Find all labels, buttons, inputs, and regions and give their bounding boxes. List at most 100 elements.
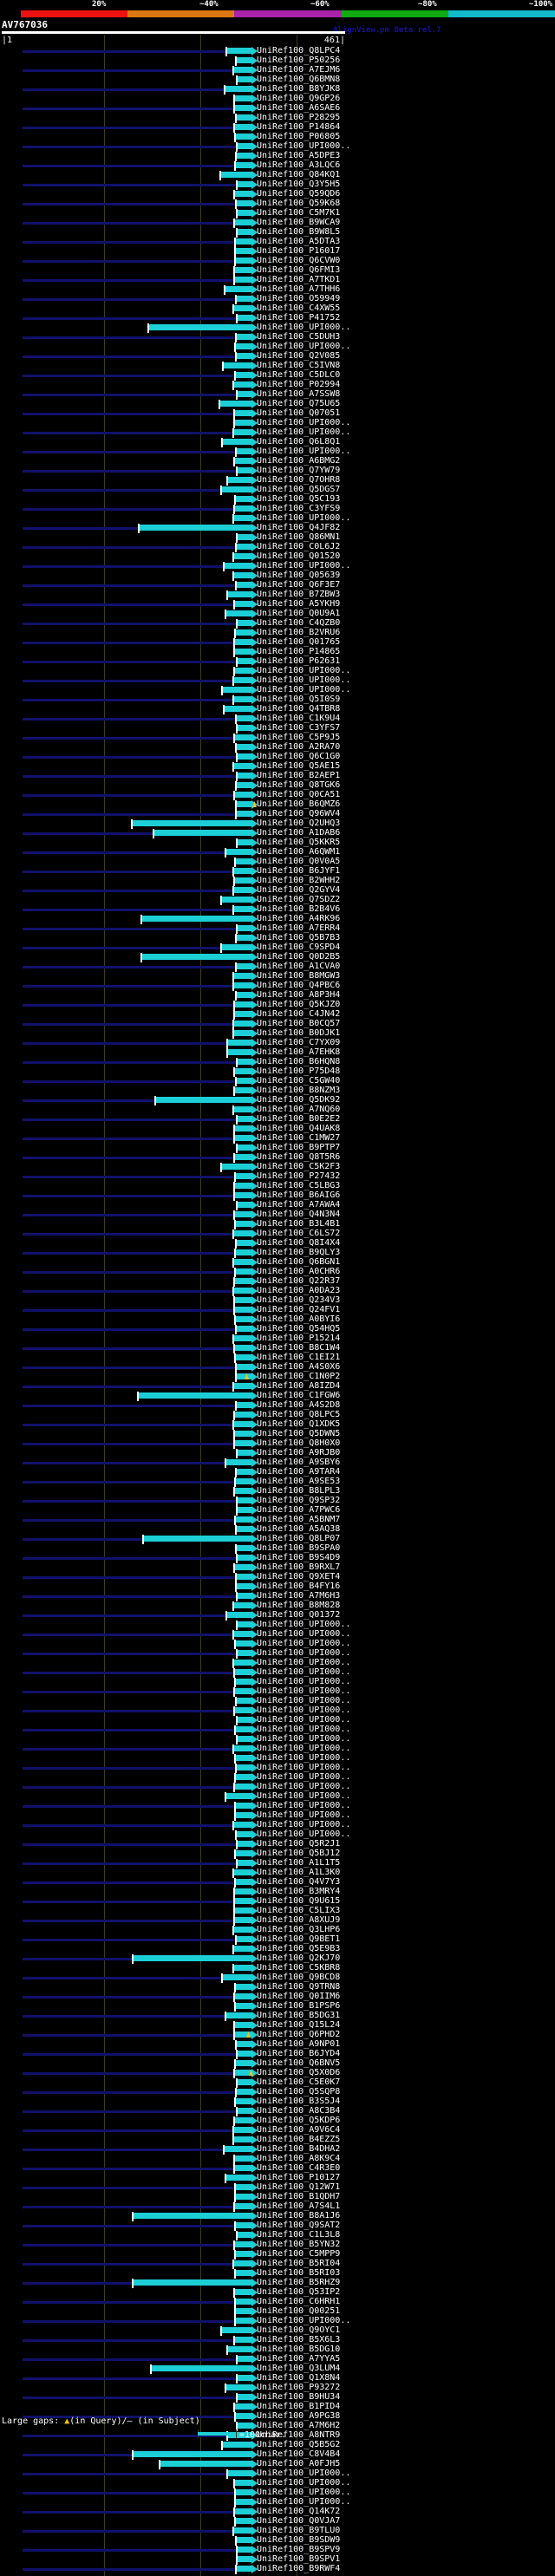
alignment-row[interactable]: UniRef100_P16017 xyxy=(0,246,555,257)
subject-label[interactable]: UniRef100_Q6F3E7 xyxy=(257,580,341,590)
alignment-row[interactable]: UniRef100_Q6CVW0 xyxy=(0,256,555,266)
alignment-bar[interactable] xyxy=(238,658,251,664)
alignment-row[interactable]: UniRef100_Q0CA51 xyxy=(0,790,555,800)
alignment-bar[interactable] xyxy=(223,687,251,693)
alignment-row[interactable]: UniRef100_A9SE53 xyxy=(0,1477,555,1487)
subject-label[interactable]: UniRef100_Q5DGS7 xyxy=(257,485,341,494)
alignment-row[interactable]: UniRef100_C5KBR8 xyxy=(0,1963,555,1973)
alignment-bar[interactable] xyxy=(236,1850,251,1856)
subject-label[interactable]: UniRef100_Q9XET4 xyxy=(257,1572,341,1581)
alignment-bar[interactable] xyxy=(237,782,251,788)
alignment-bar[interactable] xyxy=(235,410,251,416)
alignment-row[interactable]: UniRef100_C9SPD4 xyxy=(0,942,555,953)
subject-label[interactable]: UniRef100_B5YN32 xyxy=(257,2240,341,2249)
alignment-bar[interactable] xyxy=(238,2556,251,2562)
alignment-row[interactable]: UniRef100_A7SSW8 xyxy=(0,389,555,400)
alignment-bar[interactable] xyxy=(235,2022,251,2028)
alignment-row[interactable]: UniRef100_UPI000.. xyxy=(0,1820,555,1830)
subject-label[interactable]: UniRef100_Q4V7Y3 xyxy=(257,1877,341,1887)
alignment-bar[interactable] xyxy=(238,1555,251,1561)
alignment-bar[interactable] xyxy=(152,2365,251,2371)
alignment-bar[interactable] xyxy=(234,1631,251,1637)
alignment-bar[interactable] xyxy=(235,505,251,512)
subject-label[interactable]: UniRef100_B4DHA2 xyxy=(257,2144,341,2154)
subject-label[interactable]: UniRef100_A8NTR9 xyxy=(257,2430,341,2440)
subject-label[interactable]: UniRef100_A6BMG2 xyxy=(257,456,341,466)
alignment-bar[interactable] xyxy=(234,1602,251,1608)
subject-label[interactable]: UniRef100_Q96WV4 xyxy=(257,809,341,818)
alignment-bar[interactable] xyxy=(235,1412,251,1418)
alignment-row[interactable]: UniRef100_Q0U9A1 xyxy=(0,609,555,619)
alignment-bar[interactable] xyxy=(236,1354,251,1360)
alignment-bar[interactable] xyxy=(222,1164,251,1170)
subject-label[interactable]: UniRef100_Q6BMN8 xyxy=(257,75,341,84)
alignment-row[interactable]: UniRef100_Q8I4X4 xyxy=(0,1238,555,1249)
alignment-bar[interactable] xyxy=(222,2327,251,2333)
subject-label[interactable]: UniRef100_UPI000.. xyxy=(257,447,351,456)
alignment-row[interactable]: UniRef100_UPI000.. xyxy=(0,513,555,524)
alignment-bar[interactable] xyxy=(225,706,251,712)
alignment-row[interactable]: UniRef100_Q2V085 xyxy=(0,351,555,362)
subject-label[interactable]: UniRef100_A8P3H4 xyxy=(257,990,341,1000)
alignment-bar[interactable] xyxy=(234,429,251,435)
subject-label[interactable]: UniRef100_A6QWM1 xyxy=(257,847,341,857)
alignment-row[interactable]: UniRef100_B6QMZ6 xyxy=(0,799,555,810)
alignment-row[interactable]: UniRef100_C4QZB0 xyxy=(0,618,555,629)
alignment-row[interactable]: UniRef100_Q75U65 xyxy=(0,399,555,409)
subject-label[interactable]: UniRef100_UPI000.. xyxy=(257,675,351,685)
subject-label[interactable]: UniRef100_Q5KDP6 xyxy=(257,2116,341,2125)
alignment-bar[interactable] xyxy=(237,2537,251,2543)
alignment-row[interactable]: UniRef100_UPI000.. xyxy=(0,418,555,428)
alignment-row[interactable]: UniRef100_C1MW27 xyxy=(0,1133,555,1144)
alignment-row[interactable]: UniRef100_Q5SQP8 xyxy=(0,2087,555,2097)
alignment-bar[interactable] xyxy=(237,448,251,454)
subject-label[interactable]: UniRef100_Q01520 xyxy=(257,551,341,561)
subject-label[interactable]: UniRef100_Q6C1G0 xyxy=(257,752,341,761)
subject-label[interactable]: UniRef100_Q1XDK5 xyxy=(257,1419,341,1429)
alignment-row[interactable]: UniRef100_Q4TBR8 xyxy=(0,704,555,714)
alignment-row[interactable]: UniRef100_Q9OYC1 xyxy=(0,2325,555,2336)
subject-label[interactable]: UniRef100_B7ZBW3 xyxy=(257,590,341,599)
alignment-row[interactable]: UniRef100_A4RK96 xyxy=(0,914,555,924)
alignment-bar[interactable] xyxy=(134,2279,251,2286)
subject-label[interactable]: UniRef100_B8MGW3 xyxy=(257,971,341,981)
subject-label[interactable]: UniRef100_Q5E9B3 xyxy=(257,1944,341,1953)
alignment-bar[interactable] xyxy=(236,2299,251,2305)
alignment-bar[interactable] xyxy=(237,935,251,941)
subject-label[interactable]: UniRef100_Q4JF82 xyxy=(257,523,341,532)
alignment-bar[interactable] xyxy=(237,200,251,206)
alignment-bar[interactable] xyxy=(235,277,251,283)
subject-label[interactable]: UniRef100_UPI000.. xyxy=(257,1791,351,1801)
alignment-row[interactable]: UniRef100_B5X6L3 xyxy=(0,2335,555,2345)
subject-label[interactable]: UniRef100_A2RA70 xyxy=(257,742,341,752)
alignment-bar[interactable] xyxy=(225,286,251,292)
alignment-bar[interactable] xyxy=(238,534,251,540)
subject-label[interactable]: UniRef100_Q4PBC6 xyxy=(257,981,341,990)
alignment-row[interactable]: UniRef100_B0DJK1 xyxy=(0,1028,555,1039)
alignment-row[interactable]: UniRef100_Q54HQ5 xyxy=(0,1324,555,1334)
alignment-row[interactable]: UniRef100_B3S5J4 xyxy=(0,2097,555,2107)
alignment-row[interactable]: UniRef100_A9PG38 xyxy=(0,2411,555,2422)
alignment-bar[interactable] xyxy=(234,1946,251,1952)
subject-label[interactable]: UniRef100_Q7OHR8 xyxy=(257,475,341,485)
alignment-row[interactable]: UniRef100_A0DA23 xyxy=(0,1286,555,1296)
alignment-row[interactable]: UniRef100_B8A1J6 xyxy=(0,2211,555,2221)
alignment-bar[interactable] xyxy=(226,2384,251,2390)
alignment-bar[interactable] xyxy=(235,1345,251,1351)
alignment-bar[interactable] xyxy=(160,2461,251,2467)
alignment-row[interactable]: UniRef100_A7M6H2 xyxy=(0,2421,555,2431)
alignment-row[interactable]: UniRef100_UPI000.. xyxy=(0,1829,555,1840)
alignment-bar[interactable] xyxy=(234,1288,251,1294)
subject-label[interactable]: UniRef100_UPI000.. xyxy=(257,342,351,351)
alignment-row[interactable]: UniRef100_UPI000.. xyxy=(0,447,555,457)
subject-label[interactable]: UniRef100_UPI000.. xyxy=(257,1829,351,1839)
alignment-bar[interactable] xyxy=(236,1879,251,1885)
alignment-bar[interactable] xyxy=(222,486,251,492)
alignment-row[interactable]: UniRef100_B9QLY3 xyxy=(0,1248,555,1258)
alignment-row[interactable]: UniRef100_Q8LPC5 xyxy=(0,1410,555,1420)
alignment-row[interactable]: UniRef100_UPI000.. xyxy=(0,685,555,695)
alignment-bar[interactable] xyxy=(234,2527,251,2534)
alignment-row[interactable]: UniRef100_Q2UHQ3 xyxy=(0,818,555,829)
subject-label[interactable]: UniRef100_UPI000.. xyxy=(257,1667,351,1677)
alignment-row[interactable]: UniRef100_P28295 xyxy=(0,113,555,123)
